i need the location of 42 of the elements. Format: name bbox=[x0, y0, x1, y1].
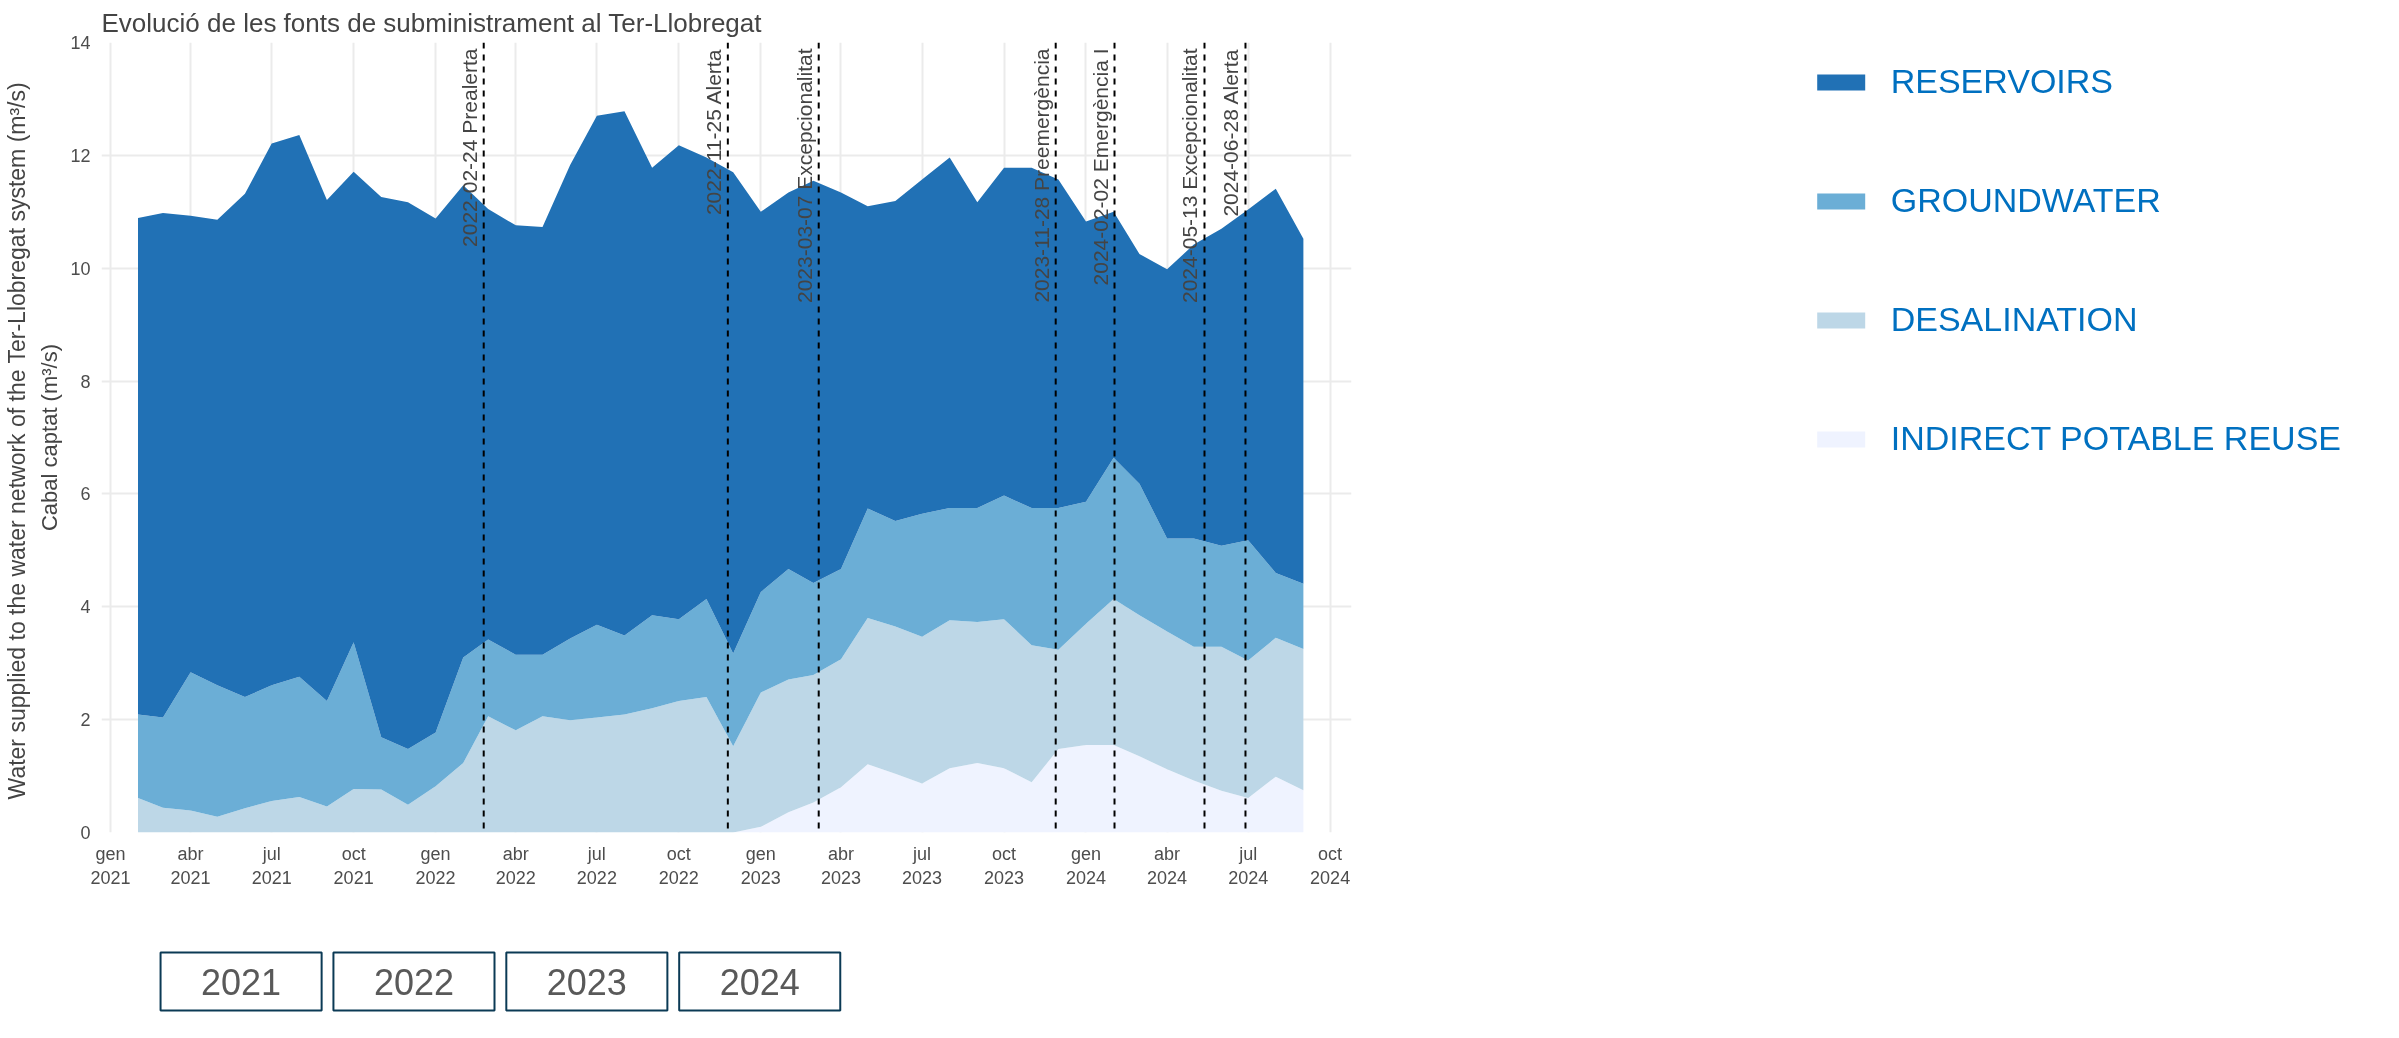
ref-line-label: 2024-02-02 Emergència I bbox=[1088, 48, 1112, 286]
y-tick-label: 4 bbox=[80, 597, 91, 618]
x-tick-label: oct 2023 bbox=[984, 843, 1025, 888]
x-tick-label: gen 2024 bbox=[1065, 843, 1107, 888]
ref-line-label: 2022-11-25 Alerta bbox=[701, 49, 725, 216]
x-tick-label: gen 2021 bbox=[90, 843, 131, 888]
text: 2023 bbox=[546, 961, 627, 1003]
x-tick-label: oct 2024 bbox=[1310, 843, 1351, 888]
x-tick-label: jul 2022 bbox=[576, 843, 617, 888]
y-tick-label: 12 bbox=[70, 145, 91, 166]
x-tick-label: jul 2023 bbox=[902, 843, 943, 888]
ref-line-label: 2024-06-28 Alerta bbox=[1219, 49, 1243, 217]
legend-label: DESALINATION bbox=[1890, 300, 2138, 339]
x-tick-label: abr 2021 bbox=[170, 843, 211, 888]
y-tick-label: 10 bbox=[70, 258, 91, 279]
x-tick-label: abr 2022 bbox=[495, 843, 536, 888]
text: 2021 bbox=[201, 961, 282, 1003]
text: Water supplied to the water network of the Ter-Llobregat system (m³/s) bbox=[3, 82, 30, 800]
ref-line-label: 2022-02-24 Prealerta bbox=[457, 48, 481, 247]
legend-label: RESERVOIRS bbox=[1890, 62, 2114, 101]
x-tick-label: jul 2021 bbox=[251, 843, 292, 888]
x-tick-label: abr 2023 bbox=[820, 843, 862, 888]
x-tick-label: oct 2021 bbox=[333, 843, 374, 888]
x-tick-label: gen 2022 bbox=[415, 843, 456, 888]
x-tick-label: gen 2023 bbox=[740, 843, 781, 888]
ref-line-label: 2024-05-13 Excepcionalitat bbox=[1178, 48, 1202, 303]
y-tick-label: 8 bbox=[80, 371, 91, 392]
text: 2022 bbox=[373, 961, 455, 1003]
x-tick-label: jul 2024 bbox=[1228, 843, 1269, 888]
legend-label: INDIRECT POTABLE REUSE bbox=[1890, 419, 2341, 458]
ref-line-label: 2023-03-07 Excepcionalitat bbox=[792, 48, 816, 303]
y-tick-label: 14 bbox=[70, 33, 91, 53]
legend-label: GROUNDWATER bbox=[1890, 181, 2161, 220]
y-tick-label: 0 bbox=[80, 823, 91, 843]
chart-title: Evolució de les fonts de subministrament al Ter-Llobregat bbox=[101, 7, 763, 38]
y-tick-label: 6 bbox=[80, 484, 91, 505]
x-tick-label: oct 2022 bbox=[658, 843, 699, 888]
x-tick-label: abr 2024 bbox=[1147, 843, 1188, 888]
ref-line-label: 2023-11-28 Preemergència bbox=[1029, 48, 1053, 303]
y-axis-title: Cabal captat (m³/s) bbox=[37, 343, 63, 532]
text: 2024 bbox=[719, 961, 800, 1003]
y-tick-label: 2 bbox=[80, 710, 91, 731]
